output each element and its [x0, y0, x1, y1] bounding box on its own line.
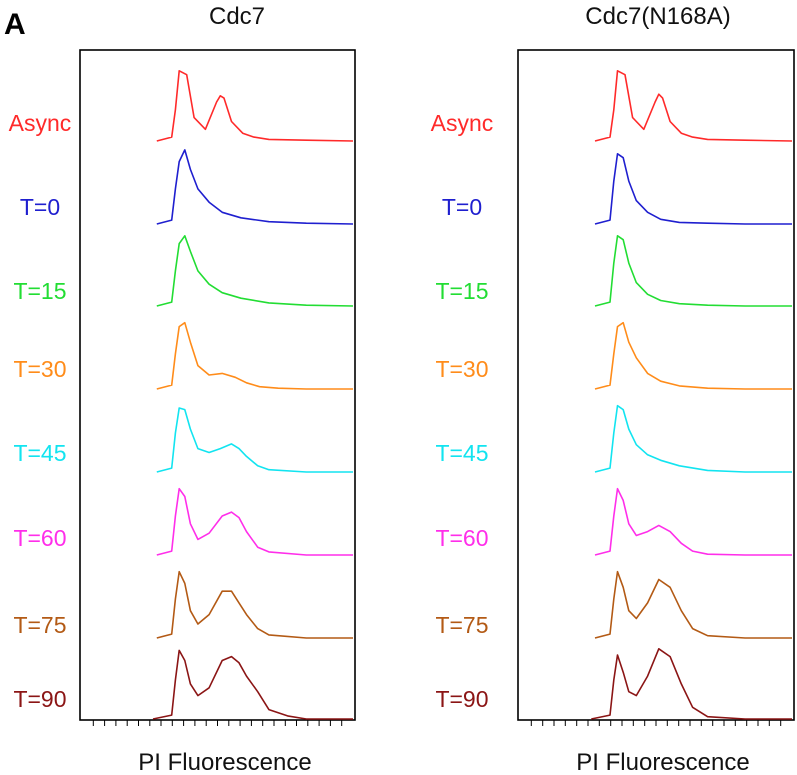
series-label: T=45	[13, 440, 66, 466]
histogram-trace	[594, 70, 793, 142]
plot-frame	[517, 49, 795, 721]
histogram-trace	[156, 321, 353, 390]
histogram-trace	[156, 235, 354, 307]
panel-letter: A	[4, 8, 26, 41]
series-label: Async	[9, 110, 72, 136]
histogram-trace	[594, 235, 792, 307]
series-label: T=90	[435, 686, 488, 712]
series-label: T=0	[442, 194, 482, 220]
histogram-trace	[591, 647, 792, 720]
histogram-trace	[156, 487, 353, 556]
histogram-trace	[594, 321, 792, 390]
row-labels: Async T=0 T=15 T=30 T=45 T=60 T=75 T=90	[9, 110, 72, 712]
histogram-trace	[156, 407, 353, 473]
histogram-trace	[594, 404, 792, 473]
x-axis-ticks	[92, 720, 343, 726]
row-labels: Async T=0 T=15 T=30 T=45 T=60 T=75 T=90	[431, 110, 494, 712]
plot-frame	[79, 49, 356, 721]
histogram-trace	[594, 487, 792, 556]
x-axis-label: PI Fluorescence	[138, 749, 311, 775]
series-label: T=75	[13, 612, 66, 638]
series-label: T=0	[20, 194, 60, 220]
histogram-trace	[594, 570, 792, 639]
histogram-trace	[156, 570, 353, 639]
histogram-traces	[591, 70, 793, 720]
panel-cdc7-n168a: Cdc7(N168A) Async T=0 T=15 T=30 T=45 T=60 T=75…	[431, 3, 795, 775]
x-axis-ticks	[530, 720, 782, 726]
series-label: T=30	[13, 356, 66, 382]
series-label: T=60	[13, 525, 66, 551]
histogram-trace	[156, 70, 354, 142]
histogram-trace	[594, 153, 792, 225]
panel-title: Cdc7	[209, 3, 265, 30]
series-label: T=45	[435, 440, 488, 466]
series-label: T=15	[13, 278, 66, 304]
panel-title: Cdc7(N168A)	[585, 3, 730, 30]
x-axis-label: PI Fluorescence	[576, 749, 749, 775]
series-label: T=90	[13, 686, 66, 712]
histogram-trace	[152, 649, 353, 720]
histogram-traces	[152, 70, 354, 720]
series-label: T=60	[435, 525, 488, 551]
panel-cdc7: Cdc7 Async T=0 T=15 T=30 T=45 T=60 T=75 T=90 PI…	[9, 3, 356, 775]
series-label: T=30	[435, 356, 488, 382]
series-label: Async	[431, 110, 494, 136]
series-label: T=75	[435, 612, 488, 638]
series-label: T=15	[435, 278, 488, 304]
histogram-trace	[156, 149, 354, 225]
